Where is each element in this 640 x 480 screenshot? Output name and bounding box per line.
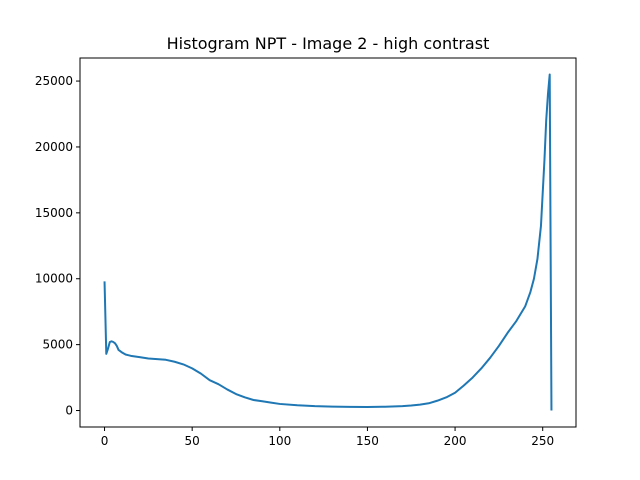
plot-frame — [79, 57, 577, 428]
x-tick-label: 200 — [444, 434, 467, 448]
series-line — [103, 73, 553, 411]
y-tick-label: 5000 — [42, 338, 73, 352]
y-tick-label: 20000 — [35, 140, 73, 154]
y-tick-label: 10000 — [35, 272, 73, 286]
x-tick-label: 150 — [356, 434, 379, 448]
axes: 0 50 100 150 200 250 0 5000 10000 15000 20000 25000 — [35, 57, 577, 448]
chart-title: Histogram NPT - Image 2 - high contrast — [167, 34, 490, 53]
y-tick-label: 0 — [65, 404, 73, 418]
x-tick-label: 250 — [531, 434, 554, 448]
x-tick-label: 100 — [268, 434, 291, 448]
y-tick-label: 15000 — [35, 206, 73, 220]
y-tick-label: 25000 — [35, 74, 73, 88]
x-tick-label: 0 — [101, 434, 109, 448]
x-tick-label: 50 — [185, 434, 200, 448]
